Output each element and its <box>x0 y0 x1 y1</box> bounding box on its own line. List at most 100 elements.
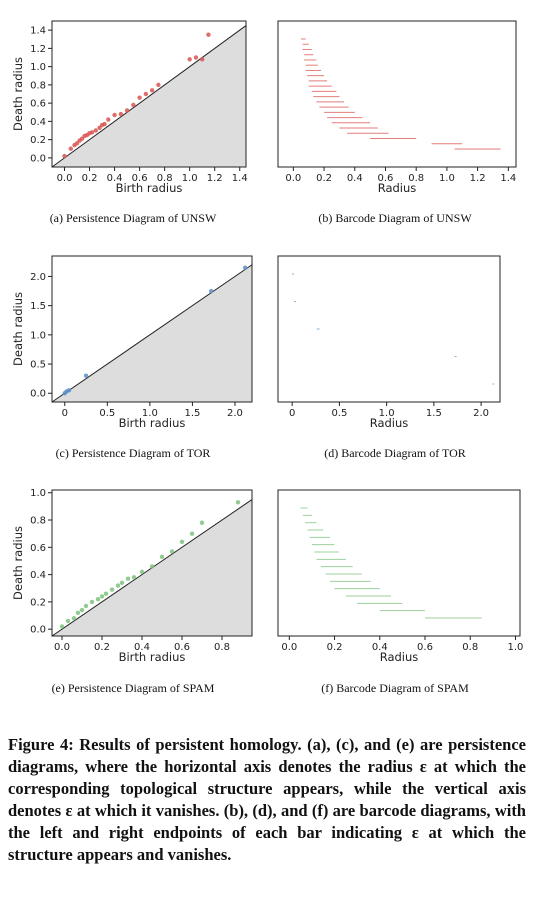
x-axis-label: Birth radius <box>119 650 186 664</box>
y-tick-label: 0.8 <box>30 80 46 91</box>
x-tick-label: 0.2 <box>82 173 98 184</box>
x-tick-label: 0 <box>62 408 68 419</box>
data-point <box>189 531 195 536</box>
data-point <box>199 57 205 62</box>
chart-panel-2: 0.0 0.2 0.4 0.6 0.8 1.0 1.2 1.4 Radius (b) Barcod… <box>277 20 517 225</box>
y-axis-label: Death radius <box>11 57 25 131</box>
x-tick-label: 0.6 <box>174 642 190 653</box>
x-tick-label: 1.5 <box>184 408 200 419</box>
x-tick-label: 1.2 <box>207 173 223 184</box>
y-tick-label: 0.0 <box>30 153 46 164</box>
data-point <box>75 610 81 616</box>
data-point <box>139 569 145 575</box>
data-point <box>193 55 199 60</box>
x-tick-label: 0.6 <box>378 173 394 184</box>
x-tick-label: 1.0 <box>379 408 395 419</box>
y-tick-label: 1.2 <box>30 44 46 55</box>
y-axis-label: Death radius <box>11 292 25 366</box>
x-tick-label: 1.4 <box>500 173 516 184</box>
plot-frame <box>51 489 253 637</box>
x-tick-label: 2.0 <box>227 408 243 419</box>
y-tick-label: 0.0 <box>30 625 46 636</box>
y-tick-label: 0.0 <box>30 389 46 400</box>
data-point <box>119 580 125 585</box>
data-point <box>242 265 248 270</box>
plot-frame <box>277 255 501 403</box>
x-tick-label: 1.0 <box>142 408 158 419</box>
plot-frame <box>51 20 247 168</box>
y-tick-label: 0.2 <box>30 135 46 146</box>
data-point <box>89 130 95 135</box>
x-tick-label: 0.5 <box>331 408 347 419</box>
y-tick-label: 0.6 <box>30 543 46 554</box>
x-tick-label: 0.6 <box>417 642 433 653</box>
subfigure-caption: (e) Persistence Diagram of SPAM <box>52 681 215 695</box>
y-axis-label: Death radius <box>11 526 25 600</box>
chart-panel-3: 0 0.5 1.0 1.5 2.0 Birth radius 0.0 0.5 1.0 1.5 2.0… <box>11 255 253 460</box>
subfigure-caption: (f) Barcode Diagram of SPAM <box>321 681 469 695</box>
plot-area <box>278 490 520 636</box>
x-tick-label: 0.8 <box>214 642 230 653</box>
y-tick-label: 0.5 <box>30 360 46 371</box>
data-point <box>118 111 124 117</box>
data-point <box>156 82 161 88</box>
data-point <box>149 564 155 569</box>
x-axis-label: Radius <box>370 416 409 430</box>
chart-panel-6: 0.0 0.2 0.4 0.6 0.8 1.0 Radius (f) Barcode Diag… <box>277 489 524 695</box>
x-tick-label: 0.0 <box>281 642 297 653</box>
x-tick-label: 1.2 <box>470 173 486 184</box>
data-point <box>66 388 72 393</box>
data-point <box>62 153 67 159</box>
data-point <box>169 549 175 554</box>
data-point <box>102 121 107 127</box>
data-point <box>79 607 85 613</box>
x-tick-label: 0.2 <box>327 642 343 653</box>
data-point <box>137 95 142 100</box>
x-tick-label: 1.5 <box>426 408 442 419</box>
data-point <box>125 576 131 581</box>
x-tick-label: 0.0 <box>285 173 301 184</box>
data-point <box>65 618 71 624</box>
data-point <box>131 102 136 108</box>
data-point <box>143 91 149 97</box>
chart-panel-5: 0.0 0.2 0.4 0.6 0.8 Birth radius 0.0 0.2 0.4 0.6 0… <box>11 488 253 695</box>
x-tick-label: 0.4 <box>372 642 388 653</box>
x-tick-label: 0.0 <box>57 173 73 184</box>
data-point <box>149 88 155 93</box>
x-tick-label: 0.4 <box>107 173 123 184</box>
y-tick-label: 0.8 <box>30 516 46 527</box>
data-point <box>106 117 111 122</box>
data-point <box>131 575 137 580</box>
diagonal-line <box>51 25 247 168</box>
data-point <box>99 594 105 599</box>
plot-area <box>278 256 500 402</box>
y-tick-label: 0.4 <box>30 117 46 128</box>
x-tick-label: 2.0 <box>473 408 489 419</box>
y-tick-label: 2.0 <box>30 272 46 283</box>
data-point <box>95 596 101 602</box>
x-tick-label: 1.0 <box>439 173 455 184</box>
x-axis-label: Radius <box>380 650 419 664</box>
figure-4: 0.0 0.2 0.4 0.6 0.8 1.0 1.2 1.4 Birth radius 0.0 0… <box>11 20 524 695</box>
plot-area <box>278 21 516 167</box>
x-axis-label: Birth radius <box>119 416 186 430</box>
y-tick-label: 1.0 <box>30 488 46 499</box>
x-axis-label: Radius <box>378 181 417 195</box>
subfigure-caption: (c) Persistence Diagram of TOR <box>56 446 211 460</box>
y-tick-label: 0.6 <box>30 99 46 110</box>
data-point <box>83 373 89 378</box>
subfigure-caption: (b) Barcode Diagram of UNSW <box>318 211 472 225</box>
x-tick-label: 0 <box>289 408 295 419</box>
y-tick-label: 1.0 <box>30 62 46 73</box>
x-tick-label: 0.0 <box>54 642 70 653</box>
figure-caption: Figure 4: Results of persistent homology… <box>8 735 526 864</box>
data-point <box>103 591 109 596</box>
y-tick-label: 0.4 <box>30 570 46 581</box>
plot-frame <box>277 489 521 637</box>
x-tick-label: 1.0 <box>508 642 524 653</box>
data-point <box>159 554 165 560</box>
data-point <box>199 520 205 525</box>
x-tick-label: 0.5 <box>99 408 115 419</box>
data-point <box>208 288 214 294</box>
y-tick-label: 1.4 <box>30 26 46 37</box>
